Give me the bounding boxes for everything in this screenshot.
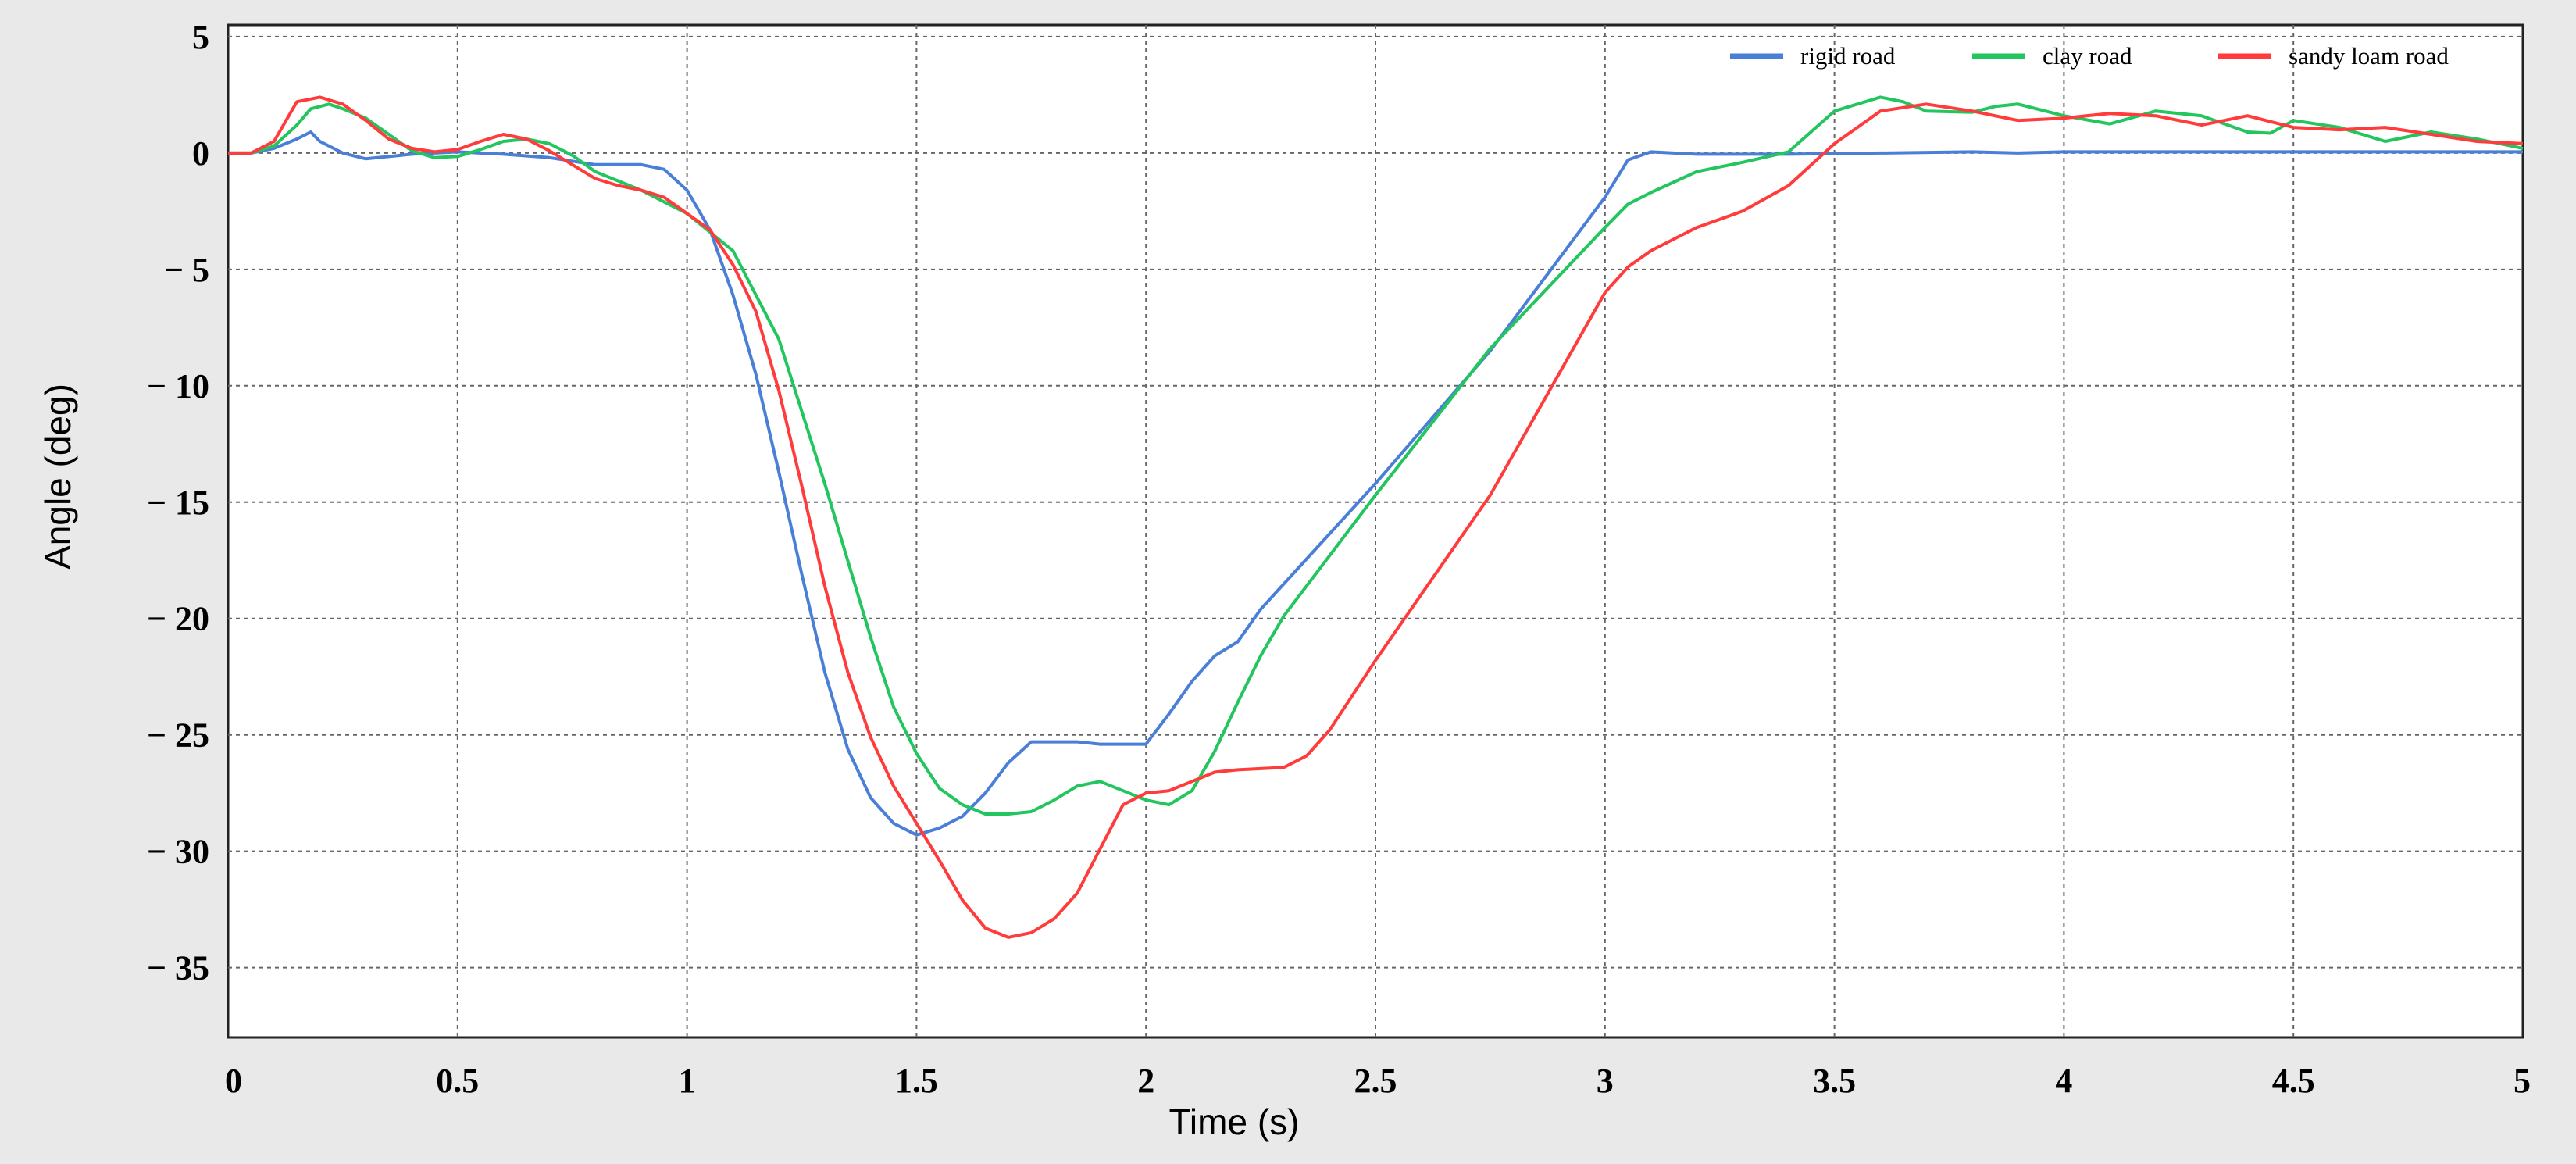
x-tick-label: 0	[225, 1062, 242, 1100]
legend: rigid road clay road sandy loam road	[1730, 42, 2449, 70]
x-tick-labels: 0 0.5 1 1.5 2 2.5 3 3.5 4 4.5 5	[225, 1062, 2531, 1100]
y-tick-label: − 35	[147, 949, 209, 987]
x-tick-label: 4	[2055, 1062, 2072, 1100]
x-axis-label: Time (s)	[1169, 1102, 1300, 1142]
x-tick-label: 1	[679, 1062, 696, 1100]
y-tick-label: − 25	[147, 716, 209, 755]
y-tick-label: 5	[192, 18, 209, 56]
grid-lines	[228, 25, 2523, 1037]
y-axis-label: Angle (deg)	[37, 384, 78, 570]
y-tick-label: − 5	[164, 251, 209, 289]
series-lines	[228, 95, 2524, 939]
x-tick-label: 1.5	[895, 1062, 938, 1100]
legend-entry: sandy loam road	[2289, 42, 2449, 70]
series-line-sandy-loam-road	[228, 95, 2524, 939]
y-tick-labels: 5 0 − 5 − 10 − 15 − 20 − 25 − 30 − 35	[147, 18, 209, 987]
legend-box	[1711, 31, 2507, 81]
x-tick-label: 2.5	[1354, 1062, 1397, 1100]
y-tick-label: − 30	[147, 833, 209, 871]
y-tick-label: − 20	[147, 600, 209, 638]
x-tick-label: 2	[1137, 1062, 1154, 1100]
y-tick-label: − 10	[147, 367, 209, 405]
x-tick-label: 5	[2514, 1062, 2531, 1100]
legend-entry: clay road	[2043, 42, 2132, 70]
x-tick-label: 3.5	[1813, 1062, 1856, 1100]
x-tick-label: 4.5	[2272, 1062, 2315, 1100]
series-line-clay-road	[228, 95, 2524, 816]
legend-entry: rigid road	[1800, 42, 1896, 70]
y-tick-label: 0	[192, 134, 209, 173]
x-tick-label: 0.5	[436, 1062, 479, 1100]
series-line-rigid-road	[228, 130, 2523, 837]
x-tick-label: 3	[1597, 1062, 1614, 1100]
y-tick-label: − 15	[147, 484, 209, 522]
